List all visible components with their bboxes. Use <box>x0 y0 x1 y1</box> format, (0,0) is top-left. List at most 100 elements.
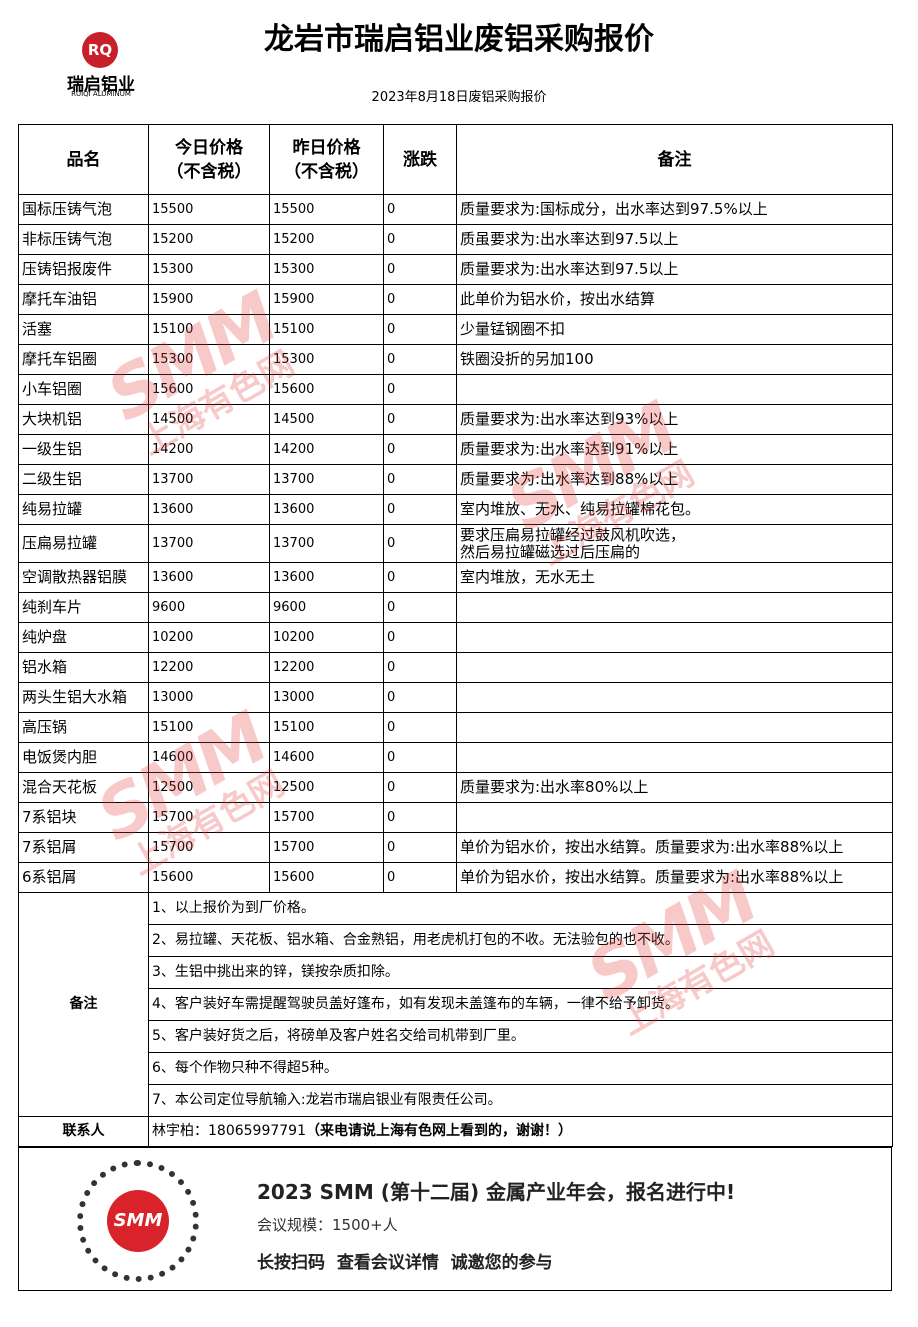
cell-yesterday: 15600 <box>269 374 384 405</box>
cell-name: 压扁易拉罐 <box>18 524 149 563</box>
cell-yesterday: 15900 <box>269 284 384 315</box>
contact-person: 林宇柏：18065997791 <box>152 1123 306 1139</box>
table-row: 7系铝块 15700 15700 0 <box>18 802 893 833</box>
cell-yesterday: 15600 <box>269 862 384 893</box>
cell-note: 质虽要求为:出水率达到97.5以上 <box>456 224 893 255</box>
table-row: 混合天花板 12500 12500 0 质量要求为:出水率80%以上 <box>18 772 893 803</box>
note-row: 备注 1、以上报价为到厂价格。 <box>18 892 893 1117</box>
table-row: 二级生铝 13700 13700 0 质量要求为:出水率达到88%以上 <box>18 464 893 495</box>
cell-note: 少量锰钢圈不扣 <box>456 314 893 345</box>
cell-today: 15500 <box>148 194 270 225</box>
cell-yesterday: 15200 <box>269 224 384 255</box>
qr-mark: SMM <box>107 1190 169 1252</box>
table-row: 摩托车铝圈 15300 15300 0 铁圈没折的另加100 <box>18 344 893 375</box>
cell-yesterday: 14600 <box>269 742 384 773</box>
cell-change: 0 <box>383 592 457 623</box>
cell-change: 0 <box>383 464 457 495</box>
subtitle: 2023年8月18日废铝采购报价 <box>371 90 547 105</box>
cell-change: 0 <box>383 712 457 743</box>
cell-yesterday: 13700 <box>269 524 384 563</box>
banner-title: 2023 SMM (第十二届) 金属产业年会，报名进行中! <box>257 1180 736 1204</box>
cell-name: 7系铝块 <box>18 802 149 833</box>
table-row: 纯炉盘 10200 10200 0 <box>18 622 893 653</box>
cell-change: 0 <box>383 772 457 803</box>
note-row: 7、本公司定位导航输入:龙岩市瑞启银业有限责任公司。 <box>19 1084 893 1117</box>
table-row: 压铸铝报废件 15300 15300 0 质量要求为:出水率达到97.5以上 <box>18 254 893 285</box>
cell-yesterday: 15700 <box>269 832 384 863</box>
table-row: 摩托车油铝 15900 15900 0 此单价为铝水价，按出水结算 <box>18 284 893 315</box>
contact-cell: 林宇柏：18065997791（来电请说上海有色网上看到的，谢谢！） <box>148 1116 893 1147</box>
cell-yesterday: 12500 <box>269 772 384 803</box>
banner: SMM 2023 SMM (第十二届) 金属产业年会，报名进行中! 会议规模：1… <box>18 1147 892 1291</box>
table-row: 压扁易拉罐 13700 13700 0 要求压扁易拉罐经过鼓风机吹选， 然后易拉罐磁选过… <box>18 524 893 563</box>
table-row: 铝水箱 12200 12200 0 <box>18 652 893 683</box>
header-row: 品名 今日价格 （不含税） 昨日价格 （不含税） 涨跌 备注 <box>18 124 893 195</box>
cell-yesterday: 12200 <box>269 652 384 683</box>
cell-note: 室内堆放，无水无土 <box>456 562 893 593</box>
cell-name: 非标压铸气泡 <box>18 224 149 255</box>
note-row: 6、每个作物只种不得超5种。 <box>19 1052 893 1085</box>
table-row: 活塞 15100 15100 0 少量锰钢圈不扣 <box>18 314 893 345</box>
cell-change: 0 <box>383 862 457 893</box>
cell-note <box>456 374 893 405</box>
cell-note: 质量要求为:出水率达到91%以上 <box>456 434 893 465</box>
table-row: 高压锅 15100 15100 0 <box>18 712 893 743</box>
table-row: 空调散热器铝膜 13600 13600 0 室内堆放，无水无土 <box>18 562 893 593</box>
cell-today: 13700 <box>148 464 270 495</box>
column-header: 品名 <box>18 124 149 195</box>
column-header: 昨日价格 （不含税） <box>269 124 384 195</box>
cell-name: 国标压铸气泡 <box>18 194 149 225</box>
cell-note <box>456 712 893 743</box>
cell-change: 0 <box>383 374 457 405</box>
cell-yesterday: 15300 <box>269 344 384 375</box>
cell-change: 0 <box>383 742 457 773</box>
note-item: 3、生铝中挑出来的锌，镁按杂质扣除。 <box>148 956 893 989</box>
cell-today: 10200 <box>148 622 270 653</box>
cell-yesterday: 10200 <box>269 622 384 653</box>
cell-change: 0 <box>383 652 457 683</box>
cell-today: 13600 <box>148 562 270 593</box>
cell-note: 铁圈没折的另加100 <box>456 344 893 375</box>
cell-change: 0 <box>383 494 457 525</box>
cell-today: 12200 <box>148 652 270 683</box>
table-row: 纯刹车片 9600 9600 0 <box>18 592 893 623</box>
cell-name: 纯炉盘 <box>18 622 149 653</box>
cell-note: 质量要求为:出水率达到93%以上 <box>456 404 893 435</box>
cell-note: 要求压扁易拉罐经过鼓风机吹选， 然后易拉罐磁选过后压扁的 <box>456 524 893 563</box>
contact-label: 联系人 <box>18 1116 149 1147</box>
cell-today: 14500 <box>148 404 270 435</box>
cell-change: 0 <box>383 682 457 713</box>
cell-today: 13600 <box>148 494 270 525</box>
cell-name: 纯刹车片 <box>18 592 149 623</box>
cell-change: 0 <box>383 404 457 435</box>
table-row: 6系铝屑 15600 15600 0 单价为铝水价，按出水结算。质量要求为:出水率88%… <box>18 862 893 893</box>
logo-mark: RQ <box>82 32 118 68</box>
cell-change: 0 <box>383 194 457 225</box>
cell-change: 0 <box>383 622 457 653</box>
price-table: 品名 今日价格 （不含税） 昨日价格 （不含税） 涨跌 备注 国标压铸气泡 15500 155… <box>18 124 893 1147</box>
cell-yesterday: 13600 <box>269 562 384 593</box>
note-item: 6、每个作物只种不得超5种。 <box>148 1052 893 1085</box>
cell-yesterday: 14500 <box>269 404 384 435</box>
title: 龙岩市瑞启铝业废铝采购报价 <box>264 22 654 57</box>
cell-name: 空调散热器铝膜 <box>18 562 149 593</box>
cell-yesterday: 15300 <box>269 254 384 285</box>
cell-note <box>456 742 893 773</box>
cell-name: 两头生铝大水箱 <box>18 682 149 713</box>
cell-today: 15600 <box>148 374 270 405</box>
cell-name: 混合天花板 <box>18 772 149 803</box>
cell-name: 一级生铝 <box>18 434 149 465</box>
cell-today: 13000 <box>148 682 270 713</box>
contact-remark: （来电请说上海有色网上看到的，谢谢！） <box>305 1123 572 1139</box>
cell-note: 质量要求为:出水率达到97.5以上 <box>456 254 893 285</box>
cell-name: 摩托车铝圈 <box>18 344 149 375</box>
note-row: 2、易拉罐、天花板、铝水箱、合金熟铝，用老虎机打包的不收。无法验包的也不收。 <box>19 924 893 957</box>
cell-yesterday: 14200 <box>269 434 384 465</box>
table-row: 7系铝屑 15700 15700 0 单价为铝水价，按出水结算。质量要求为:出水率88%… <box>18 832 893 863</box>
cell-note <box>456 652 893 683</box>
cell-yesterday: 15500 <box>269 194 384 225</box>
cell-note: 单价为铝水价，按出水结算。质量要求为:出水率88%以上 <box>456 862 893 893</box>
note-row: 5、客户装好货之后，将磅单及客户姓名交给司机带到厂里。 <box>19 1020 893 1053</box>
cell-note <box>456 592 893 623</box>
cell-today: 13700 <box>148 524 270 563</box>
